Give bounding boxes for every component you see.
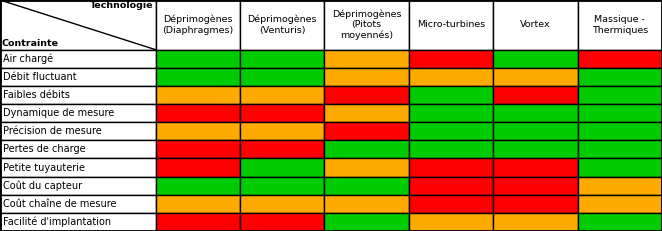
Bar [0, 158, 156, 177]
Bar [577, 122, 662, 140]
Bar [408, 158, 493, 177]
Text: Air chargé: Air chargé [3, 54, 53, 64]
Bar [577, 158, 662, 177]
Bar [408, 140, 493, 158]
Bar [156, 50, 240, 68]
Bar [324, 177, 408, 195]
Bar [493, 140, 577, 158]
Bar [324, 50, 408, 68]
Bar [240, 0, 324, 50]
Bar [493, 158, 577, 177]
Bar [577, 213, 662, 231]
Text: Pertes de charge: Pertes de charge [3, 144, 85, 154]
Bar [0, 104, 156, 122]
Bar [408, 50, 493, 68]
Bar [577, 140, 662, 158]
Bar [324, 195, 408, 213]
Bar [324, 104, 408, 122]
Bar [493, 0, 577, 50]
Bar [156, 195, 240, 213]
Bar [240, 195, 324, 213]
Bar [493, 122, 577, 140]
Bar [0, 68, 156, 86]
Bar [0, 140, 156, 158]
Bar [156, 104, 240, 122]
Text: Micro-turbines: Micro-turbines [417, 20, 485, 29]
Bar [493, 195, 577, 213]
Bar [408, 195, 493, 213]
Bar [0, 50, 156, 68]
Bar [324, 158, 408, 177]
Bar [156, 0, 240, 50]
Bar [0, 213, 156, 231]
Bar [240, 86, 324, 104]
Text: Technologie: Technologie [90, 1, 154, 10]
Bar [493, 68, 577, 86]
Bar [408, 0, 493, 50]
Bar [0, 195, 156, 213]
Bar [493, 50, 577, 68]
Bar [156, 68, 240, 86]
Bar [493, 213, 577, 231]
Bar [408, 104, 493, 122]
Bar [577, 86, 662, 104]
Text: Facilité d'implantation: Facilité d'implantation [3, 217, 111, 227]
Bar [577, 68, 662, 86]
Bar [408, 213, 493, 231]
Bar [240, 158, 324, 177]
Bar [577, 195, 662, 213]
Text: Contrainte: Contrainte [2, 39, 59, 48]
Bar [493, 86, 577, 104]
Text: Dynamique de mesure: Dynamique de mesure [3, 108, 115, 118]
Text: Faibles débits: Faibles débits [3, 90, 70, 100]
Bar [408, 177, 493, 195]
Bar [408, 122, 493, 140]
Text: Déprimogènes
(Pitots
moyennés): Déprimogènes (Pitots moyennés) [332, 9, 401, 40]
Bar [0, 86, 156, 104]
Bar [0, 122, 156, 140]
Bar [577, 50, 662, 68]
Bar [324, 213, 408, 231]
Bar [240, 104, 324, 122]
Bar [493, 104, 577, 122]
Bar [240, 213, 324, 231]
Text: Débit fluctuant: Débit fluctuant [3, 72, 77, 82]
Bar [156, 86, 240, 104]
Bar [577, 104, 662, 122]
Text: Déprimogènes
(Diaphragmes): Déprimogènes (Diaphragmes) [162, 15, 234, 35]
Text: Précision de mesure: Précision de mesure [3, 126, 102, 136]
Bar [156, 177, 240, 195]
Text: Coût du capteur: Coût du capteur [3, 180, 82, 191]
Bar [324, 86, 408, 104]
Bar [324, 68, 408, 86]
Bar [240, 177, 324, 195]
Bar [493, 177, 577, 195]
Bar [240, 68, 324, 86]
Bar [156, 158, 240, 177]
Bar [577, 177, 662, 195]
Bar [324, 0, 408, 50]
Text: Coût chaîne de mesure: Coût chaîne de mesure [3, 199, 117, 209]
Text: Petite tuyauterie: Petite tuyauterie [3, 163, 85, 173]
Bar [156, 213, 240, 231]
Bar [156, 122, 240, 140]
Bar [408, 86, 493, 104]
Bar [324, 140, 408, 158]
Text: Massique -
Thermiques: Massique - Thermiques [592, 15, 648, 34]
Bar [0, 177, 156, 195]
Bar [240, 122, 324, 140]
Bar [324, 122, 408, 140]
Bar [408, 68, 493, 86]
Bar [240, 140, 324, 158]
Bar [156, 140, 240, 158]
Text: Déprimogènes
(Venturis): Déprimogènes (Venturis) [248, 15, 317, 35]
Bar [240, 50, 324, 68]
Bar [577, 0, 662, 50]
Bar [0, 0, 156, 50]
Text: Vortex: Vortex [520, 20, 551, 29]
